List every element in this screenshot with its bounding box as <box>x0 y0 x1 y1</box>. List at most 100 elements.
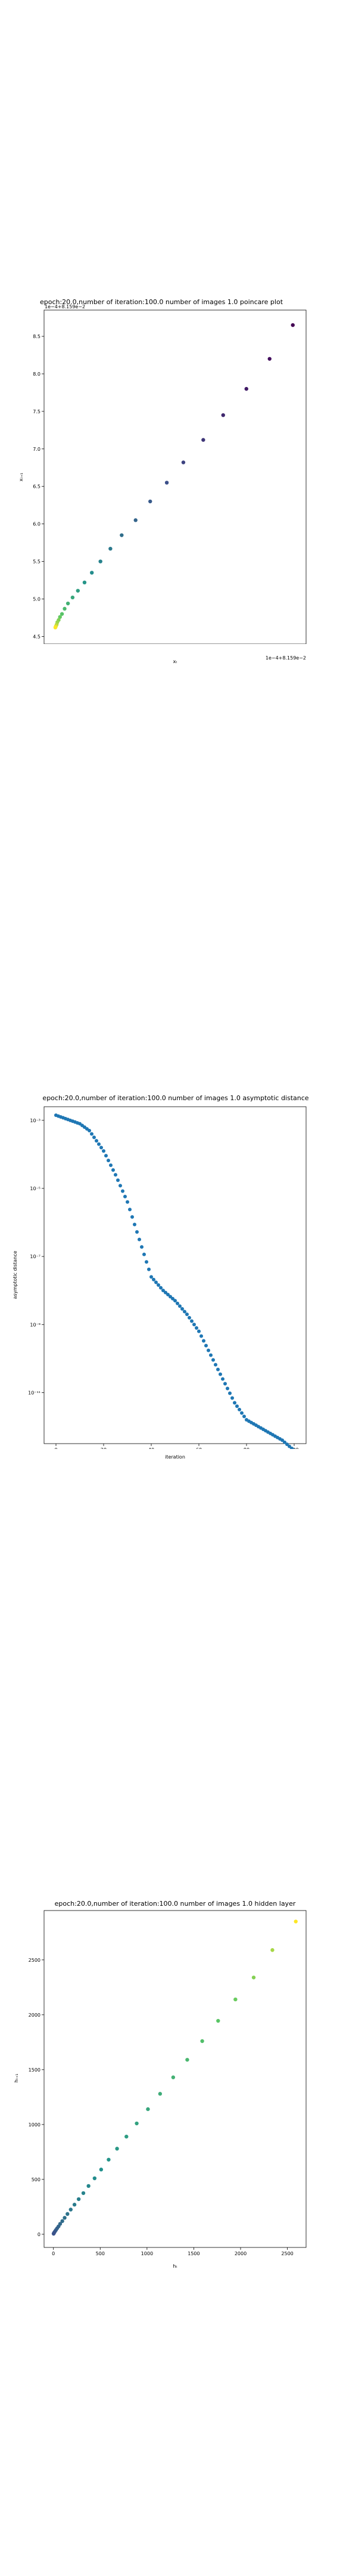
data-point <box>86 2184 91 2188</box>
poincare-ylabel-holder: xₜ₊₁ <box>18 473 24 482</box>
data-point <box>230 1396 234 1400</box>
data-point <box>154 1280 158 1284</box>
data-point <box>120 533 124 537</box>
plot-frame <box>43 1106 307 1444</box>
data-point <box>207 1348 210 1352</box>
c0-y-tick-label: 7.0 <box>33 447 40 452</box>
x-axis-label: iteration <box>165 1454 185 1460</box>
data-point <box>290 1446 294 1449</box>
data-point <box>104 1154 108 1158</box>
data-point <box>157 1283 160 1287</box>
c2-x-tick-label: 0 <box>52 2251 55 2256</box>
c0-y-tick-label: 6.0 <box>33 522 40 527</box>
data-point <box>158 2092 163 2096</box>
data-point <box>280 1438 284 1442</box>
data-point <box>169 1295 172 1299</box>
data-point <box>171 2075 176 2079</box>
data-point <box>235 1404 239 1408</box>
data-point <box>130 1215 134 1219</box>
data-point <box>216 2018 220 2023</box>
c1-y-tick-label: 10⁻³ <box>30 1118 40 1123</box>
c1-y-tick-label: 10⁻⁷ <box>30 1254 40 1259</box>
data-point <box>291 323 295 327</box>
data-point <box>171 1296 174 1301</box>
data-point <box>121 1189 124 1193</box>
data-point <box>221 1377 224 1381</box>
chart-title: epoch:20.0,number of iteration:100.0 num… <box>42 1094 308 1102</box>
data-point <box>173 1299 177 1303</box>
data-point <box>159 1286 163 1290</box>
asymptotic-distance-xlabel: iteration <box>165 1454 185 1460</box>
data-point <box>181 460 186 465</box>
data-point <box>63 2216 67 2220</box>
data-point <box>267 357 272 361</box>
data-point <box>233 1997 238 2002</box>
data-point <box>99 2168 104 2172</box>
data-point <box>95 1139 98 1143</box>
data-point <box>102 1149 105 1153</box>
data-point <box>293 1448 295 1449</box>
data-point <box>90 571 94 575</box>
data-point <box>133 1222 136 1227</box>
data-point <box>294 1919 298 1924</box>
data-point <box>195 1326 198 1330</box>
hidden-layer-chart: epoch:20.0,number of iteration:100.0 num… <box>14 1900 307 2269</box>
data-point <box>178 1304 182 1308</box>
data-point <box>251 1976 256 1980</box>
data-point <box>219 1372 222 1376</box>
c1-x-tick-label: 100 <box>289 1447 298 1449</box>
plot-frame <box>43 309 307 644</box>
data-point <box>214 1363 217 1367</box>
c1-x-tick-label: 60 <box>196 1447 202 1449</box>
data-point <box>166 1293 170 1297</box>
data-point <box>209 1353 213 1357</box>
data-point <box>223 1382 227 1386</box>
data-point <box>115 2147 119 2151</box>
data-point <box>90 1132 93 1136</box>
data-point <box>180 1307 184 1311</box>
data-point <box>135 2121 139 2126</box>
c1-y-tick-label: 10⁻⁵ <box>30 1186 40 1191</box>
data-point <box>119 1184 122 1188</box>
c2-y-tick-label: 1500 <box>29 2067 40 2073</box>
data-point <box>63 606 67 611</box>
data-point <box>199 1334 203 1338</box>
data-point <box>107 2157 111 2162</box>
c0-y-tick-label: 8.5 <box>33 334 40 339</box>
c2-x-tick-label: 1000 <box>141 2251 153 2256</box>
data-point <box>238 1407 241 1411</box>
c1-x-tick-label: 40 <box>148 1447 154 1449</box>
data-point <box>216 1367 220 1371</box>
y-offset-text: 1e−4+8.159e−2 <box>45 304 85 309</box>
data-point <box>70 595 75 600</box>
data-point <box>98 559 102 564</box>
data-point <box>58 615 62 619</box>
data-point <box>283 1440 286 1444</box>
c2-x-tick-label: 1500 <box>188 2251 199 2256</box>
poincare-plot-chart: epoch:20.0,number of iteration:100.0 num… <box>33 298 307 644</box>
c1-x-tick-label: 20 <box>101 1447 107 1449</box>
data-point <box>109 1163 113 1168</box>
data-point <box>200 2039 204 2044</box>
data-point <box>142 1252 146 1256</box>
data-point <box>128 1208 132 1212</box>
c2-y-tick-label: 500 <box>32 2177 40 2182</box>
data-point <box>72 2203 77 2207</box>
c0-y-tick-label: 8.0 <box>33 371 40 377</box>
c0-y-tick-label: 5.5 <box>33 559 40 565</box>
data-point <box>164 1290 167 1295</box>
data-point <box>53 626 58 630</box>
c2-x-tick-label: 2500 <box>281 2251 293 2256</box>
asymptotic-distance-chart: epoch:20.0,number of iteration:100.0 num… <box>13 1094 309 1449</box>
y-axis-label: hₜ₊₁ <box>14 2074 19 2083</box>
c2-y-tick-label: 2000 <box>29 2012 40 2018</box>
data-point <box>116 1178 120 1182</box>
y-axis-label: asymptotic distance <box>13 1250 18 1299</box>
c0-y-tick-label: 4.5 <box>33 634 40 639</box>
c2-x-tick-label: 2000 <box>235 2251 247 2256</box>
data-point <box>183 1309 186 1314</box>
data-point <box>149 1275 153 1279</box>
chart-title: epoch:20.0,number of iteration:100.0 num… <box>55 1900 296 1908</box>
x-axis-label: xₜ <box>173 659 177 664</box>
data-point <box>108 546 113 551</box>
